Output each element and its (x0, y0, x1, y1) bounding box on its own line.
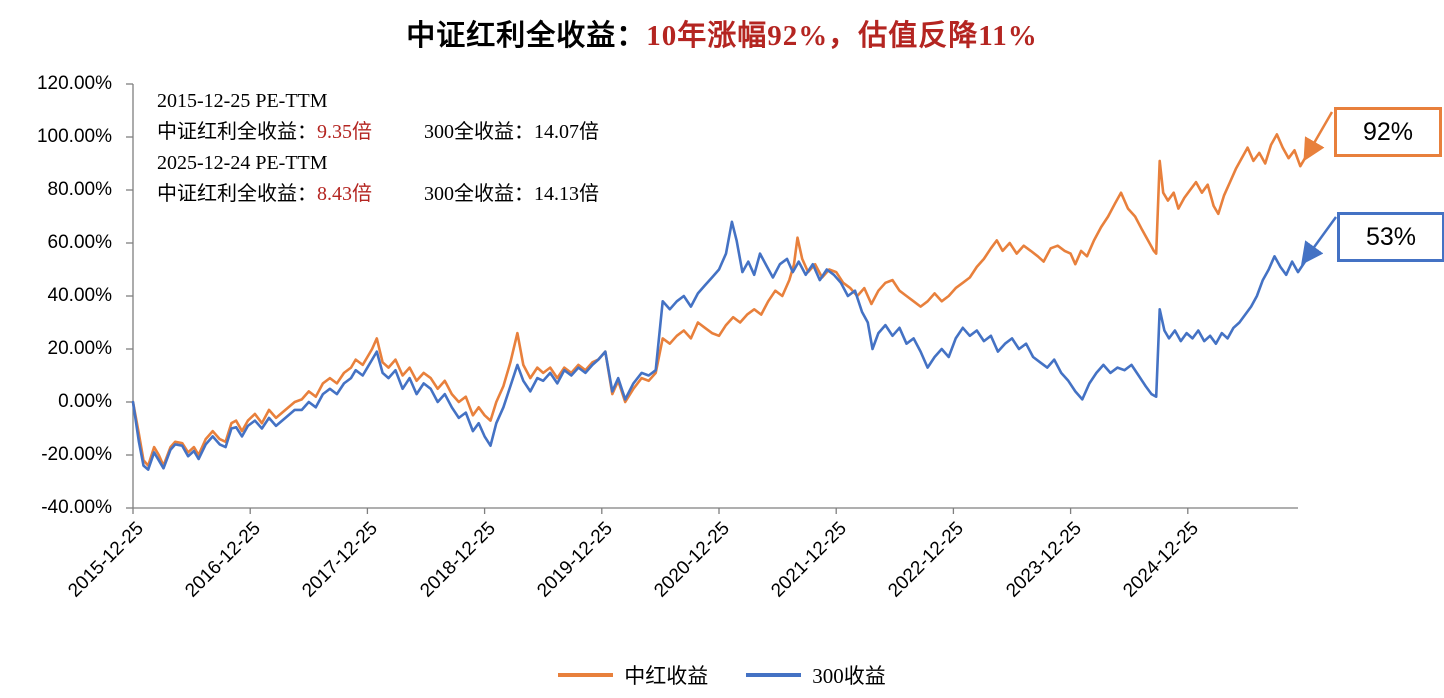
y-axis-label: 60.00% (47, 232, 112, 253)
legend: 中红收益 300收益 (0, 660, 1444, 690)
title-highlight-text: 10年涨幅92%，估值反降11% (646, 20, 1038, 52)
callout-csi300-value: 53% (1365, 222, 1417, 251)
y-axis-label: 80.00% (47, 179, 112, 200)
legend-label-dividend: 中红收益 (624, 664, 709, 688)
y-axis-label: 40.00% (47, 285, 112, 306)
chart-title: 中证红利全收益：10年涨幅92%，估值反降11% (0, 12, 1444, 54)
y-axis-label: 0.00% (58, 391, 112, 412)
pe-start-label: 中证红利全收益： (157, 121, 317, 143)
legend-swatch-dividend (558, 673, 614, 677)
pe-annotation-values-start: 中证红利全收益：9.35倍 300全收益：14.07倍 (157, 117, 599, 148)
series-line-dividend (131, 133, 1307, 467)
y-axis-label: 120.00% (36, 73, 112, 94)
callout-leader-csi300 (1301, 216, 1338, 266)
pe-start-value: 9.35倍 (317, 121, 372, 143)
pe-annotation-values-end: 中证红利全收益：8.43倍 300全收益：14.13倍 (157, 179, 599, 210)
legend-swatch-csi300 (746, 673, 802, 677)
pe-end-csi300: 300全收益：14.13倍 (424, 183, 599, 205)
pe-annotation-date-start: 2015-12-25 PE-TTM (157, 90, 328, 112)
pe-start-csi300: 300全收益：14.07倍 (424, 121, 599, 143)
series-line-csi300 (131, 220, 1307, 471)
y-axis-label: 100.00% (36, 126, 112, 147)
y-axis-label: -20.00% (41, 444, 112, 465)
callout-leader-dividend (1303, 111, 1334, 162)
y-axis-label: 20.00% (47, 338, 112, 359)
x-tick-marks (132, 508, 1189, 514)
y-tick-marks (126, 83, 133, 509)
legend-item-csi300: 300收益 (746, 660, 886, 690)
callout-dividend-value: 92% (1362, 117, 1414, 146)
y-axis-label: -40.00% (41, 497, 112, 518)
legend-item-dividend: 中红收益 (558, 660, 708, 690)
pe-annotation-date-end: 2025-12-24 PE-TTM (157, 152, 328, 174)
callout-box-csi300: 53% (1337, 212, 1444, 262)
legend-label-csi300: 300收益 (812, 664, 886, 688)
pe-end-label: 中证红利全收益： (157, 183, 317, 205)
pe-end-value: 8.43倍 (317, 183, 372, 205)
title-main-text: 中证红利全收益： (406, 20, 647, 52)
callout-box-dividend: 92% (1334, 107, 1442, 157)
pe-annotation: 2015-12-25 PE-TTM 中证红利全收益：9.35倍 300全收益：14… (157, 86, 599, 210)
